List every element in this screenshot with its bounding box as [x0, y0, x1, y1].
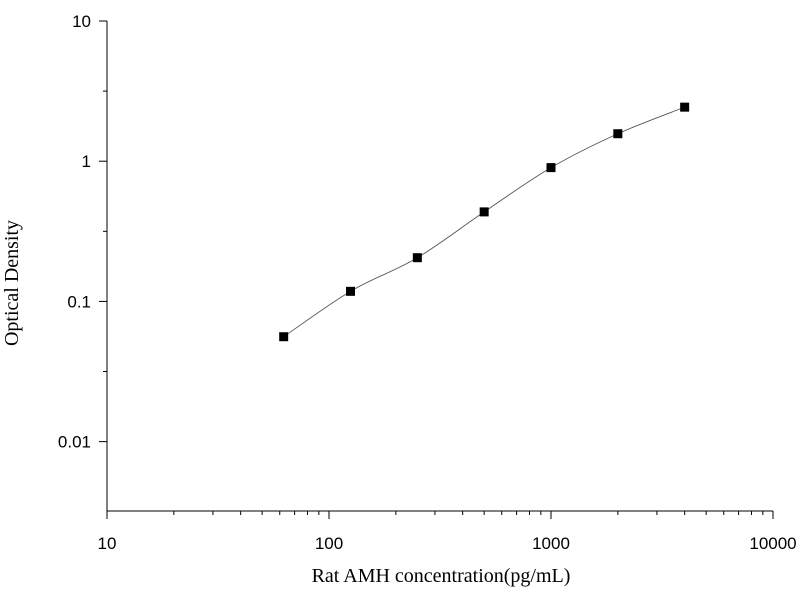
y-axis-title: Optical Density [1, 220, 23, 346]
ticks [99, 20, 774, 519]
x-axis-title: Rat AMH concentration(pg/mL) [312, 565, 571, 587]
axes [106, 21, 773, 512]
data-point [613, 129, 623, 139]
fit-curve [283, 106, 685, 338]
x-tick-label: 10 [98, 534, 117, 553]
data-point [680, 102, 690, 112]
y-tick-label: 1 [82, 152, 91, 171]
data-point [346, 286, 356, 296]
data-points [279, 102, 690, 342]
data-point [479, 207, 489, 217]
x-tick-label: 1000 [532, 534, 570, 553]
x-tick-label: 100 [315, 534, 343, 553]
y-tick-label: 0.1 [67, 292, 91, 311]
y-tick-label: 0.01 [58, 433, 91, 452]
tick-labels: 10 100 1000 10000 0.01 0.1 1 10 [58, 12, 797, 553]
y-tick-label: 10 [72, 12, 91, 31]
x-tick-label: 10000 [749, 534, 796, 553]
data-point [546, 163, 556, 173]
data-point [412, 253, 422, 263]
data-point [279, 332, 289, 342]
